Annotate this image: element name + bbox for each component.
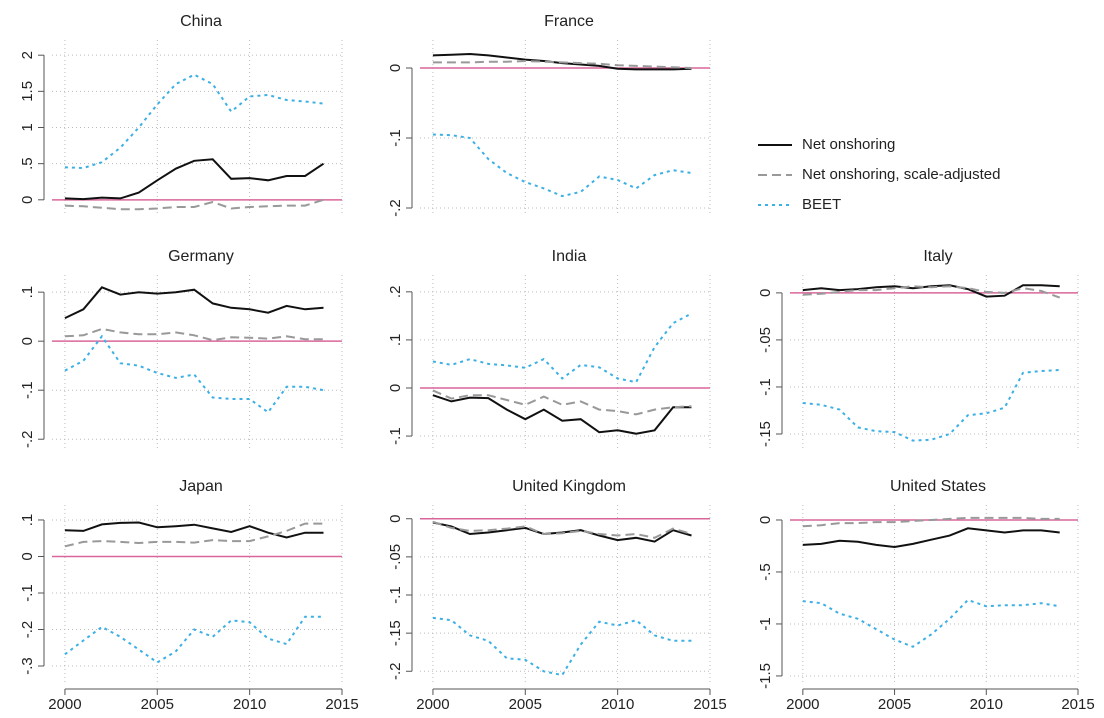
panel-title: United States: [890, 478, 986, 495]
y-tick-label: -1: [757, 617, 774, 630]
y-tick-label: 1.5: [19, 81, 36, 102]
legend-label: Net onshoring: [802, 136, 895, 153]
panel-title: United Kingdom: [512, 478, 626, 495]
x-tick-label: 2015: [1061, 696, 1094, 713]
panel-title: Japan: [179, 478, 223, 495]
y-tick-label: -.15: [387, 620, 404, 646]
series-line: [64, 286, 324, 320]
y-tick-label: 0: [19, 552, 36, 560]
y-tick-label: -.1: [19, 381, 36, 399]
y-tick-label: -.1: [757, 378, 774, 396]
y-tick-label: .5: [19, 157, 36, 170]
y-tick-label: -.2: [387, 199, 404, 217]
y-tick-label: .1: [19, 286, 36, 299]
y-tick-label: 0: [387, 515, 404, 523]
legend-label: Net onshoring, scale-adjusted: [802, 166, 1000, 183]
y-tick-label: -.1: [387, 129, 404, 147]
y-tick-label: -.1: [19, 584, 36, 602]
panel-title: China: [180, 13, 222, 30]
y-tick-label: 0: [387, 64, 404, 72]
panel-title: Germany: [168, 248, 234, 265]
y-tick-label: -.2: [19, 430, 36, 448]
series-line: [64, 158, 325, 201]
x-tick-label: 2010: [970, 696, 1003, 713]
y-tick-label: -.5: [757, 563, 774, 581]
x-tick-label: 2015: [693, 696, 726, 713]
series-line: [802, 285, 1061, 299]
x-tick-label: 2005: [141, 696, 174, 713]
y-tick-label: -.1: [387, 586, 404, 604]
y-tick-label: -.05: [757, 327, 774, 353]
series-line: [64, 334, 324, 414]
series-line: [432, 616, 692, 677]
x-tick-label: 2015: [325, 696, 358, 713]
series-line: [64, 73, 324, 170]
y-tick-label: -.2: [387, 663, 404, 681]
series-line: [802, 516, 1060, 528]
series-line: [802, 369, 1060, 442]
y-tick-label: 0: [19, 337, 36, 345]
y-tick-label: -.1: [387, 427, 404, 445]
y-tick-label: -.2: [19, 621, 36, 639]
x-tick-label: 2010: [601, 696, 634, 713]
y-tick-label: -1.5: [757, 663, 774, 689]
y-tick-label: -.05: [387, 544, 404, 570]
panel-title: India: [552, 248, 587, 265]
series-line: [802, 527, 1060, 549]
y-tick-label: .1: [387, 334, 404, 347]
y-tick-label: 2: [19, 51, 36, 59]
y-tick-label: 0: [387, 384, 404, 392]
y-tick-label: -.3: [19, 657, 36, 675]
series-line: [432, 394, 692, 435]
panel-title: France: [544, 13, 594, 30]
series-line: [432, 59, 692, 69]
series-line: [64, 327, 324, 342]
y-tick-label: .1: [19, 514, 36, 527]
series-line: [432, 133, 692, 198]
series-line: [64, 198, 324, 211]
y-tick-label: -.15: [757, 421, 774, 447]
series-line: [432, 521, 692, 543]
series-line: [432, 520, 692, 539]
x-tick-label: 2005: [878, 696, 911, 713]
y-tick-label: 0: [757, 516, 774, 524]
x-tick-label: 2000: [416, 696, 449, 713]
panel-title: Italy: [923, 248, 952, 265]
legend-label: BEET: [802, 196, 841, 213]
x-tick-label: 2000: [48, 696, 81, 713]
y-tick-label: 1: [19, 123, 36, 131]
y-tick-label: .2: [387, 286, 404, 299]
series-line: [64, 522, 324, 548]
series-line: [64, 615, 324, 664]
series-line: [802, 598, 1060, 648]
series-line: [432, 312, 692, 384]
series-line: [432, 389, 692, 416]
y-tick-label: 0: [19, 196, 36, 204]
x-tick-label: 2000: [786, 696, 819, 713]
series-line: [64, 521, 324, 539]
x-tick-label: 2005: [509, 696, 542, 713]
y-tick-label: 0: [757, 289, 774, 297]
x-tick-label: 2010: [233, 696, 266, 713]
